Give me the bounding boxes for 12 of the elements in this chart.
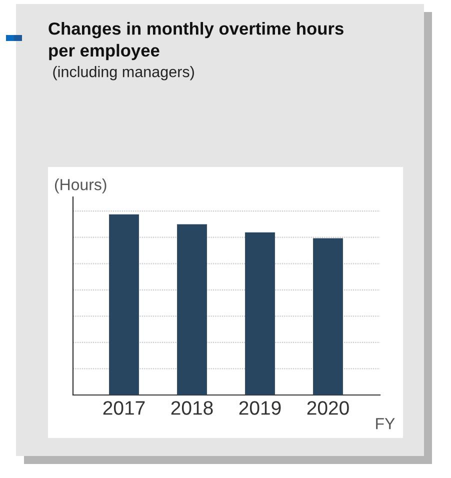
bar: [245, 232, 275, 395]
bar: [109, 214, 139, 395]
chart-title: Changes in monthly overtime hours per employee: [48, 22, 344, 60]
x-tick-label: 2019: [239, 401, 281, 415]
x-tick-label: 2017: [103, 401, 145, 415]
bar: [177, 224, 207, 395]
bar: [313, 238, 343, 395]
x-tick-label: 2018: [171, 401, 213, 415]
y-axis-title: (Hours): [54, 178, 106, 194]
x-tick-label: 2020: [307, 401, 349, 415]
chart-subtitle: (including managers): [53, 66, 194, 80]
x-axis-title: FY: [376, 418, 395, 430]
